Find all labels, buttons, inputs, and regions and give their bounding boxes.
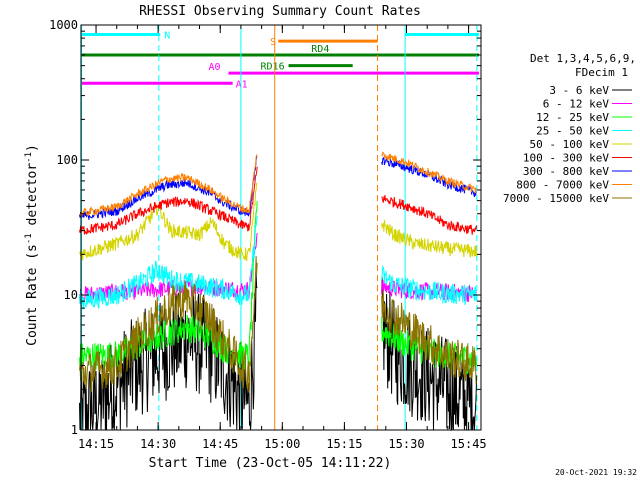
x-tick-label: 14:45 — [202, 437, 238, 451]
flag-label: RD4 — [311, 44, 329, 55]
x-tick-label: 14:30 — [140, 437, 176, 451]
y-tick-label: 1 — [71, 423, 78, 437]
y-axis-label-middle: detector — [25, 163, 40, 234]
legend-label: 100 - 300 keV — [523, 152, 609, 165]
flag-label: A1 — [236, 79, 248, 90]
y-axis-label-exp1: -1 — [24, 233, 34, 244]
series-trace — [79, 182, 258, 262]
flag-bars: N S RD4 RD16 A0 A1 — [81, 31, 479, 90]
legend-label: 800 - 7000 keV — [516, 179, 609, 192]
x-tick-label: 15:15 — [326, 437, 362, 451]
y-axis-label-end: ) — [25, 144, 40, 152]
x-tick-label: 15:45 — [451, 437, 487, 451]
series-trace — [79, 215, 258, 312]
footer-timestamp: 20-Oct-2021 19:32 — [555, 468, 637, 477]
legend-label: 12 - 25 keV — [536, 111, 609, 124]
series-trace — [381, 151, 478, 194]
y-axis-label-exp2: -1 — [24, 152, 34, 163]
x-axis-label: Start Time (23-Oct-05 14:11:22) — [149, 456, 392, 471]
y-tick-label: 1000 — [49, 18, 78, 32]
legend-label: 50 - 100 keV — [530, 138, 610, 151]
flag-label: RD16 — [261, 62, 285, 73]
y-tick-labels: 1 10 100 1000 — [49, 18, 78, 437]
flag-label: N — [164, 31, 170, 42]
legend-label: 6 - 12 keV — [543, 98, 610, 111]
x-tick-labels: 14:15 14:30 14:45 15:00 15:15 15:30 15:45 — [78, 437, 487, 451]
x-tick-label: 14:15 — [78, 437, 114, 451]
legend-label: 7000 - 15000 keV — [503, 192, 609, 205]
x-tick-label: 15:30 — [388, 437, 424, 451]
series-trace — [79, 255, 258, 393]
series-trace — [381, 290, 477, 384]
legend-label: 300 - 800 keV — [523, 165, 609, 178]
series-trace — [79, 274, 258, 431]
y-axis-label: Count Rate (s-1 detector-1) — [24, 144, 40, 346]
legend-header-line1: Det 1,3,4,5,6,9, — [530, 52, 636, 65]
axis-ticks — [81, 25, 481, 431]
flag-label: A0 — [208, 62, 220, 73]
chart-title: RHESSI Observing Summary Count Rates — [139, 4, 421, 19]
series-trace — [381, 277, 478, 432]
series-trace — [381, 219, 478, 258]
plot-frame — [80, 24, 482, 431]
series-trace — [79, 166, 258, 235]
x-tick-label: 15:00 — [264, 437, 300, 451]
series-trace — [381, 265, 478, 306]
legend-label: 25 - 50 keV — [536, 125, 609, 138]
legend-label: 3 - 6 keV — [549, 84, 609, 97]
series-trace — [79, 154, 258, 217]
flag-label: S — [270, 37, 276, 48]
legend-header-line2: FDecim 1 — [575, 66, 628, 79]
series-group — [79, 151, 478, 432]
y-tick-label: 100 — [56, 153, 78, 167]
series-trace — [381, 195, 478, 235]
y-tick-label: 10 — [64, 288, 78, 302]
y-axis-label-start: Count Rate (s — [25, 244, 40, 346]
